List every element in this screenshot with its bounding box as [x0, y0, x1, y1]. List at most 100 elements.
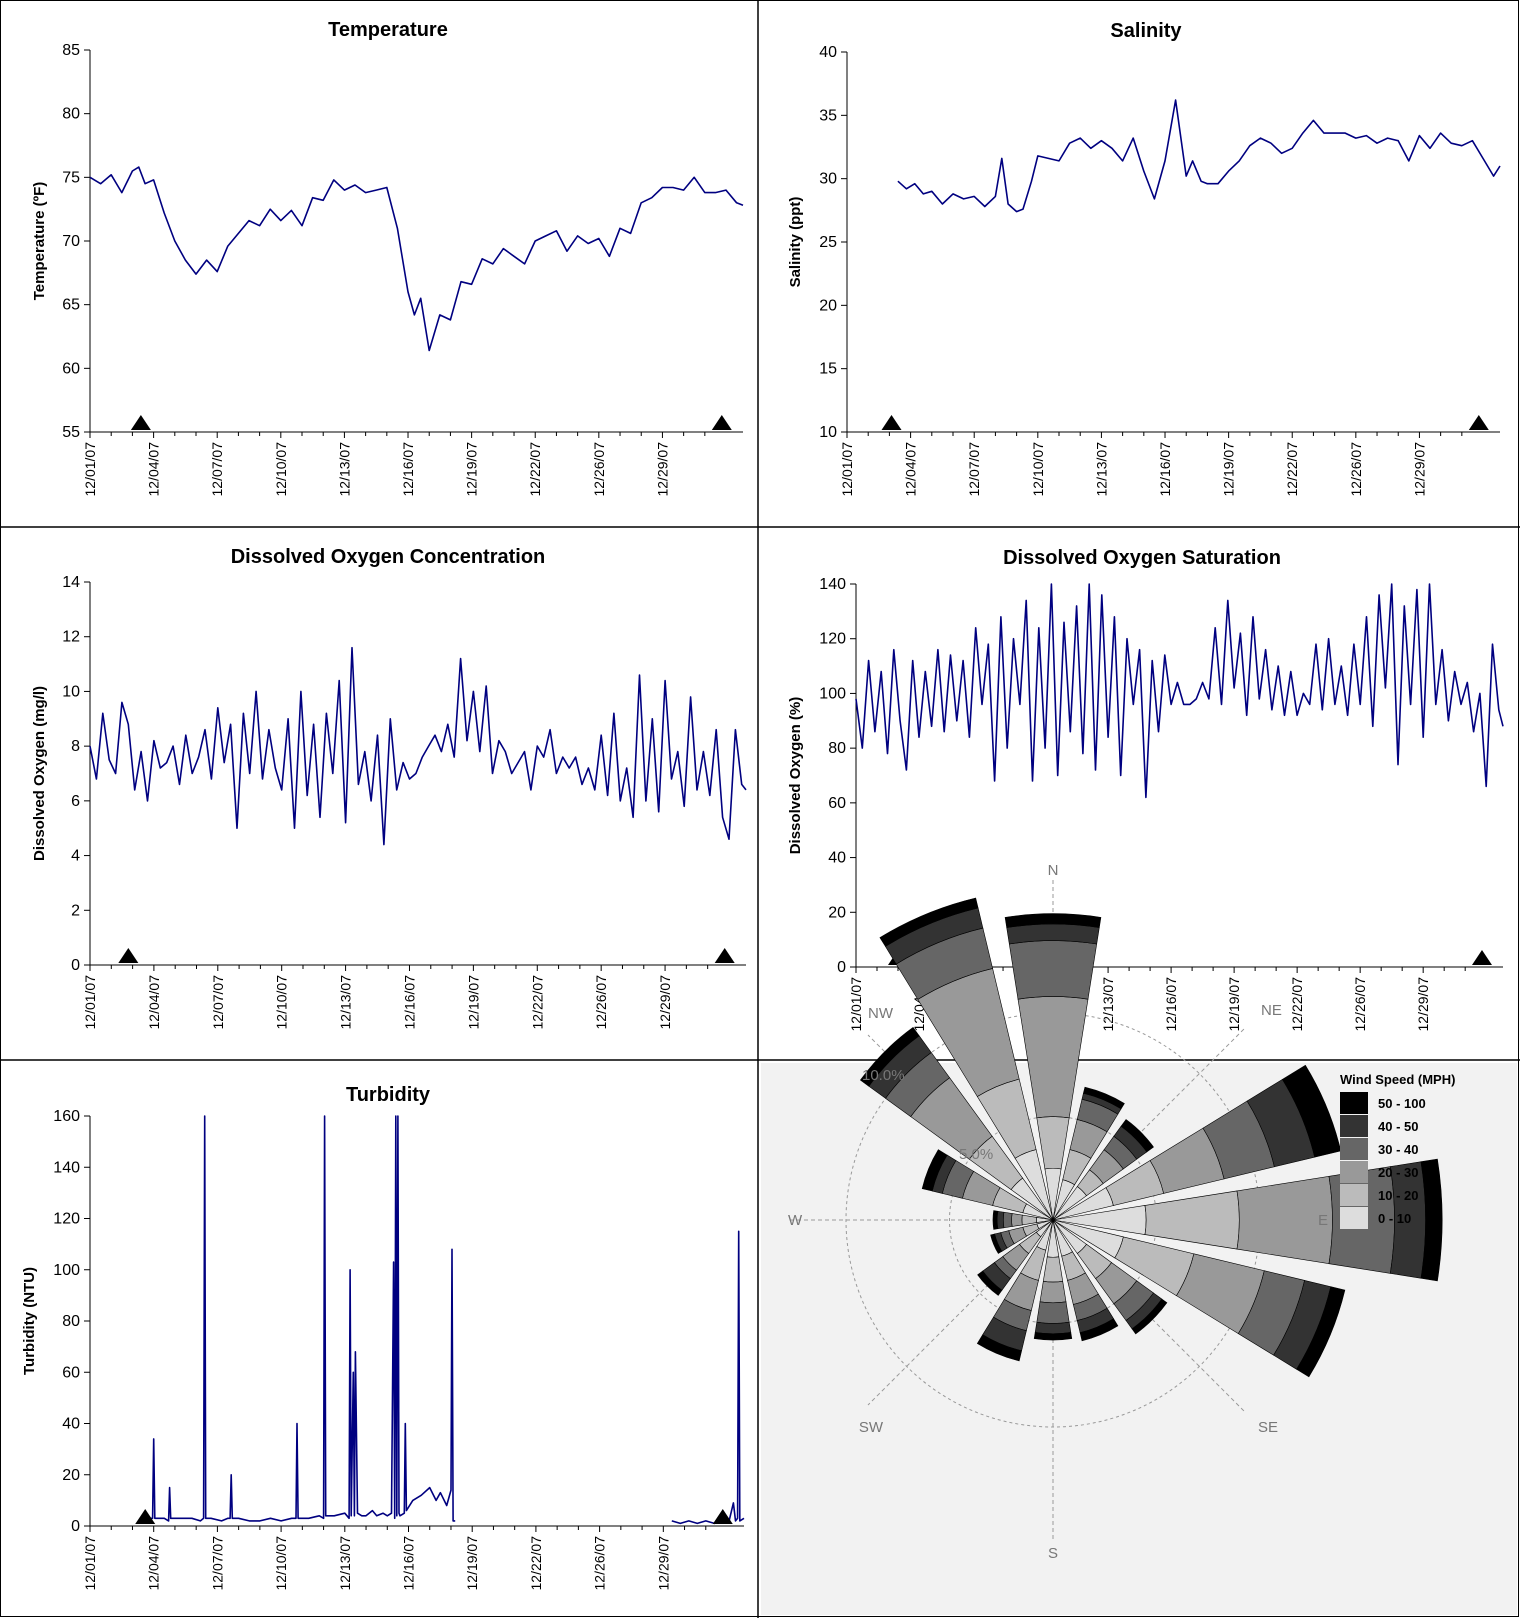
wind-rose-sector-band	[859, 1026, 920, 1087]
x-tick-label: 12/19/07	[464, 442, 480, 497]
y-tick-label: 10	[62, 683, 80, 700]
y-tick-label: 4	[71, 848, 80, 865]
x-tick-label: 12/16/07	[1157, 442, 1173, 497]
event-marker-triangle	[1468, 415, 1489, 430]
legend-label: 40 - 50	[1378, 1119, 1418, 1134]
y-tick-label: 70	[62, 233, 80, 250]
do-concentration-chart: Dissolved Oxygen Concentration Dissolved …	[31, 546, 747, 1030]
temperature-chart: Temperature Temperature (ºF) 55 60 65 70 75 80 8…	[31, 19, 744, 497]
legend-swatch	[1340, 1161, 1368, 1183]
wind-rose-sector-band	[1039, 1280, 1067, 1304]
wind-rose-sector-band	[1004, 913, 1102, 928]
data-series-line	[89, 166, 744, 352]
y-tick-label: 65	[62, 297, 80, 314]
wind-rose-chart: N NE E SE S SW W NW 5.0% 10.0% Wind Speed (MPH) 50 …	[761, 862, 1517, 1615]
chart-title: Salinity	[1110, 20, 1182, 42]
x-tick-label: 12/07/07	[209, 1536, 225, 1591]
legend-label: 0 - 10	[1378, 1211, 1411, 1226]
y-tick-label: 0	[71, 1518, 80, 1535]
wind-rose-sector-band	[1036, 1301, 1070, 1324]
y-tick-label: 85	[62, 42, 80, 59]
y-tick-label: 40	[828, 850, 846, 867]
wind-rose-ring-label: 5.0%	[959, 1146, 993, 1163]
data-series-line	[138, 1115, 456, 1522]
y-tick-label: 60	[62, 1364, 80, 1381]
y-tick-label: 55	[62, 424, 80, 441]
x-tick-label: 12/07/07	[966, 442, 982, 497]
wind-rose-direction-label: N	[1048, 862, 1059, 879]
x-tick-label: 12/22/07	[528, 1536, 544, 1591]
y-tick-label: 2	[71, 902, 80, 919]
wind-rose-sector-band	[1011, 1213, 1023, 1227]
y-tick-label: 140	[53, 1159, 80, 1176]
x-tick-label: 12/26/07	[1352, 977, 1368, 1032]
chart-title: Temperature	[328, 19, 448, 41]
event-marker-triangle	[1471, 950, 1492, 965]
x-tick-label: 12/10/07	[274, 975, 290, 1030]
event-marker-triangle	[711, 415, 732, 430]
x-tick-label: 12/04/07	[146, 975, 162, 1030]
wind-rose-sector-band	[879, 897, 979, 947]
wind-rose-sector-band	[996, 1210, 1005, 1230]
y-tick-label: 100	[819, 685, 846, 702]
x-tick-label: 12/01/07	[82, 442, 98, 497]
wind-rose-sector-band	[1079, 1318, 1119, 1342]
y-tick-label: 15	[819, 361, 837, 378]
y-tick-label: 140	[819, 576, 846, 593]
y-tick-label: 80	[62, 1313, 80, 1330]
x-tick-label: 12/26/07	[593, 975, 609, 1030]
y-axis-label: Dissolved Oxygen (mg/l)	[31, 686, 48, 861]
x-tick-label: 12/01/07	[82, 1536, 98, 1591]
y-tick-label: 20	[62, 1467, 80, 1484]
y-tick-label: 25	[819, 234, 837, 251]
y-axis-label: Salinity (ppt)	[787, 197, 804, 288]
y-axis-label: Dissolved Oxygen (%)	[787, 697, 804, 855]
wind-rose-direction-label: E	[1318, 1212, 1328, 1229]
x-tick-label: 12/01/07	[848, 977, 864, 1032]
data-series-line	[855, 583, 1504, 799]
wind-rose-sector-band	[1131, 1298, 1168, 1335]
wind-rose-sector-band	[1033, 1332, 1073, 1341]
y-axis-label: Turbidity (NTU)	[21, 1267, 38, 1375]
y-tick-label: 120	[819, 631, 846, 648]
legend-swatch	[1340, 1092, 1368, 1114]
x-tick-label: 12/07/07	[209, 442, 225, 497]
wind-rose-direction-label: S	[1048, 1545, 1058, 1562]
y-tick-label: 6	[71, 793, 80, 810]
legend-label: 50 - 100	[1378, 1096, 1426, 1111]
salinity-chart: Salinity Salinity (ppt) 10 15 20 25 30 35 40 12/0…	[787, 20, 1501, 497]
x-tick-label: 12/13/07	[337, 1536, 353, 1591]
x-tick-label: 12/01/07	[839, 442, 855, 497]
chart-title: Turbidity	[346, 1084, 431, 1106]
x-tick-label: 12/19/07	[465, 975, 481, 1030]
y-tick-label: 40	[819, 44, 837, 61]
chart-title: Dissolved Oxygen Concentration	[231, 546, 546, 568]
wind-rose-direction-label: SE	[1258, 1419, 1278, 1436]
x-tick-label: 12/22/07	[529, 975, 545, 1030]
x-tick-label: 12/29/07	[657, 975, 673, 1030]
x-tick-label: 12/13/07	[336, 442, 352, 497]
turbidity-chart: Turbidity Turbidity (NTU) 0 20 40 60 80 100 120 1…	[21, 1084, 745, 1591]
y-tick-label: 120	[53, 1211, 80, 1228]
y-tick-label: 12	[62, 629, 80, 646]
x-tick-label: 12/16/07	[401, 1536, 417, 1591]
x-tick-label: 12/22/07	[527, 442, 543, 497]
wind-rose-sector-band	[921, 1149, 948, 1192]
x-tick-label: 12/10/07	[273, 442, 289, 497]
x-tick-label: 12/13/07	[1100, 977, 1116, 1032]
chart-title: Dissolved Oxygen Saturation	[1003, 547, 1281, 569]
event-marker-triangle	[712, 1509, 733, 1524]
legend-title: Wind Speed (MPH)	[1340, 1072, 1455, 1087]
x-tick-label: 12/29/07	[1415, 977, 1431, 1032]
wind-rose-sector-band	[1034, 1321, 1072, 1335]
x-tick-label: 12/16/07	[400, 442, 416, 497]
y-tick-label: 100	[53, 1262, 80, 1279]
wind-rose-sector-band	[990, 1233, 1003, 1254]
wind-rose-sector-band	[1420, 1158, 1443, 1282]
x-tick-label: 12/04/07	[903, 442, 919, 497]
legend-swatch	[1340, 1138, 1368, 1160]
x-tick-label: 12/10/07	[1030, 442, 1046, 497]
x-tick-label: 12/22/07	[1284, 442, 1300, 497]
y-tick-label: 60	[62, 360, 80, 377]
